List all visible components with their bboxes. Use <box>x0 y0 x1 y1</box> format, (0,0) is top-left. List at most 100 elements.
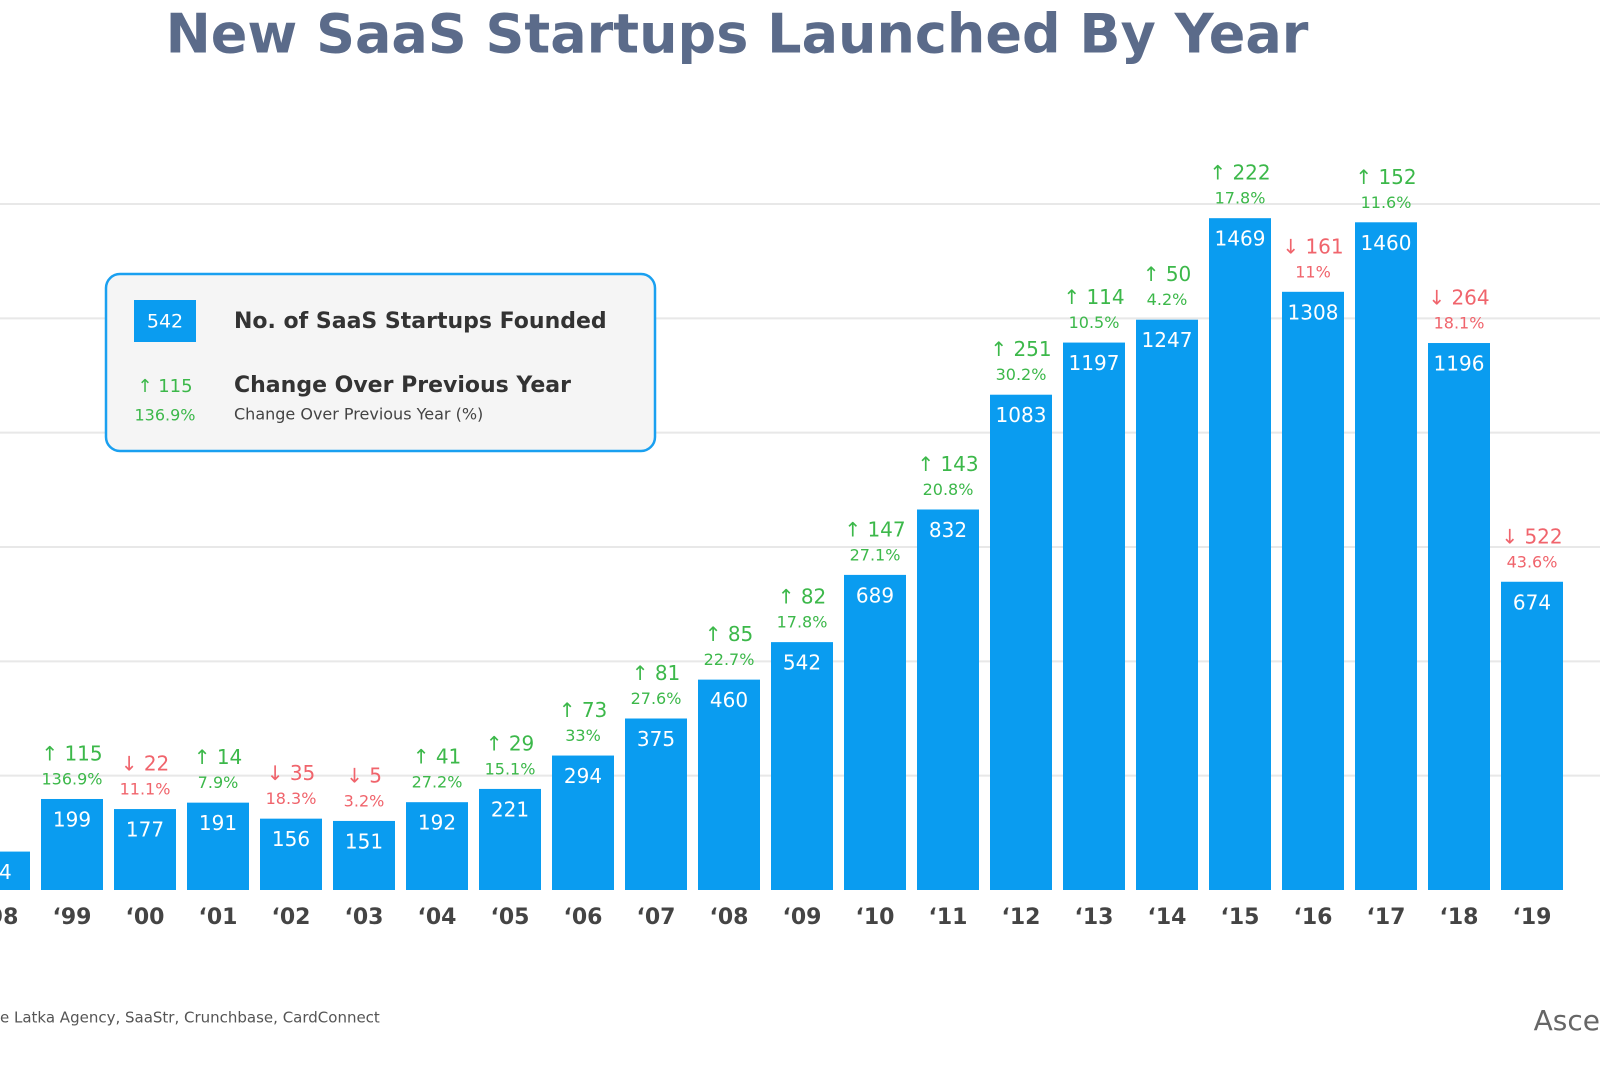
value-label: 294 <box>564 764 602 788</box>
pct-label: 22.7% <box>704 650 755 669</box>
change-label: ↑ 222 <box>1209 161 1270 185</box>
pct-label: 18.1% <box>1434 314 1485 333</box>
value-label: 1460 <box>1361 231 1412 255</box>
bar <box>1282 291 1344 891</box>
x-tick-label: ‘12 <box>1002 905 1041 930</box>
legend-label: No. of SaaS Startups Founded <box>234 309 607 334</box>
bar <box>333 820 395 890</box>
bar <box>1428 343 1490 891</box>
change-label: ↑ 251 <box>990 337 1051 361</box>
value-label: 151 <box>345 829 383 853</box>
value-label: 1469 <box>1215 227 1266 251</box>
pct-label: 33% <box>565 726 601 745</box>
bar <box>844 574 906 890</box>
pct-label: 136.9% <box>41 769 102 788</box>
pct-label: 4.2% <box>1147 290 1188 309</box>
value-label: 542 <box>783 651 821 675</box>
pct-label: 17.8% <box>1215 189 1266 208</box>
x-tick-label: ‘19 <box>1513 905 1552 930</box>
legend-box <box>104 272 657 453</box>
change-label: ↓ 161 <box>1282 234 1343 258</box>
change-label: ↑ 29 <box>486 731 535 755</box>
bar <box>698 679 760 890</box>
logo: Asce <box>1534 1004 1600 1037</box>
change-label: ↓ 22 <box>121 752 170 776</box>
change-label: ↑ 114 <box>1063 285 1124 309</box>
x-tick-label: ‘07 <box>637 905 676 930</box>
value-label: 192 <box>418 811 456 835</box>
value-label: 191 <box>199 811 237 835</box>
bar <box>1063 342 1125 890</box>
change-label: ↓ 264 <box>1428 286 1489 310</box>
x-tick-label: ‘11 <box>929 905 968 930</box>
x-tick-label: ‘01 <box>199 905 238 930</box>
bar <box>41 798 103 890</box>
change-label: ↓ 35 <box>267 761 316 785</box>
pct-label: 27.1% <box>850 545 901 564</box>
pct-label: 18.3% <box>266 789 317 808</box>
legend-swatch <box>134 300 196 342</box>
pct-label: 11.1% <box>120 780 171 799</box>
change-label: ↑ 41 <box>413 745 462 769</box>
value-label: 674 <box>1513 590 1551 614</box>
pct-label: 15.1% <box>485 759 536 778</box>
bar <box>479 788 541 890</box>
bar <box>771 642 833 890</box>
value-label: 832 <box>929 518 967 542</box>
bar <box>990 394 1052 890</box>
value-label: 1308 <box>1288 300 1339 324</box>
x-tick-label: ‘10 <box>856 905 895 930</box>
pct-label: 7.9% <box>198 773 239 792</box>
change-label: ↓ 5 <box>346 763 382 787</box>
change-label: ↑ 143 <box>917 452 978 476</box>
x-tick-label: ‘98 <box>0 905 18 930</box>
value-label: 221 <box>491 797 529 821</box>
pct-label: 27.2% <box>412 773 463 792</box>
change-label: ↑ 115 <box>41 741 102 765</box>
bar <box>917 509 979 890</box>
bar <box>1355 222 1417 890</box>
pct-label: 17.8% <box>777 613 828 632</box>
value-label: 689 <box>856 583 894 607</box>
bar <box>187 802 249 890</box>
x-tick-label: ‘05 <box>491 905 530 930</box>
bar <box>1209 218 1271 890</box>
bar <box>114 809 176 890</box>
legend-label: Change Over Previous Year <box>234 373 571 398</box>
pct-label: 20.8% <box>923 480 974 499</box>
value-label: 84 <box>0 860 12 884</box>
bar <box>1501 581 1563 890</box>
x-tick-label: ‘18 <box>1440 905 1479 930</box>
x-tick-label: ‘08 <box>710 905 749 930</box>
x-tick-label: ‘16 <box>1294 905 1333 930</box>
pct-label: 43.6% <box>1507 552 1558 571</box>
value-label: 1196 <box>1434 352 1485 376</box>
value-label: 1197 <box>1069 351 1120 375</box>
pct-label: 3.2% <box>344 791 385 810</box>
x-tick-label: ‘99 <box>53 905 92 930</box>
value-label: 156 <box>272 827 310 851</box>
bar <box>1136 319 1198 890</box>
x-tick-label: ‘14 <box>1148 905 1187 930</box>
pct-label: 10.5% <box>1069 313 1120 332</box>
x-tick-label: ‘06 <box>564 905 603 930</box>
bar <box>552 755 614 890</box>
chart-title: New SaaS Startups Launched By Year <box>166 3 1309 66</box>
value-label: 1247 <box>1142 328 1193 352</box>
legend-sample-change: ↑ 115 <box>137 376 192 397</box>
value-label: 460 <box>710 688 748 712</box>
value-label: 1083 <box>996 403 1047 427</box>
x-tick-label: ‘15 <box>1221 905 1260 930</box>
pct-label: 30.2% <box>996 365 1047 384</box>
bar <box>625 718 687 890</box>
source: e Latka Agency, SaaStr, Crunchbase, Card… <box>0 1009 380 1027</box>
change-label: ↓ 522 <box>1501 524 1562 548</box>
x-tick-label: ‘13 <box>1075 905 1114 930</box>
pct-label: 11% <box>1295 262 1331 281</box>
legend-sample-value: 542 <box>147 311 183 333</box>
change-label: ↑ 14 <box>194 745 243 769</box>
value-label: 177 <box>126 818 164 842</box>
value-label: 375 <box>637 727 675 751</box>
change-label: ↑ 73 <box>559 698 608 722</box>
